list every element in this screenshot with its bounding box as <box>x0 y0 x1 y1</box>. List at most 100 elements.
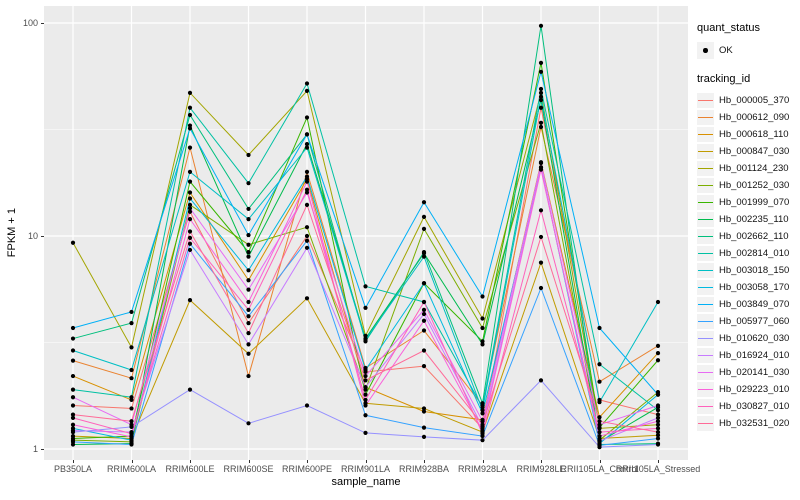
legend-entries: Hb_000005_370 Hb_000612_090 Hb_000618_110 H… <box>697 93 799 431</box>
line-swatch-icon <box>697 246 714 261</box>
data-point <box>421 200 427 205</box>
data-point <box>538 97 544 103</box>
x-tick-label: RRIM600PE <box>281 464 333 474</box>
data-point <box>187 387 193 392</box>
x-tick-label: RRIM600SE <box>223 464 274 474</box>
legend-item-Hb_032531_020: Hb_032531_020 <box>697 416 799 431</box>
data-point <box>421 250 427 255</box>
data-point <box>70 358 76 363</box>
data-point <box>304 202 310 207</box>
data-point <box>70 436 76 441</box>
legend-item-label: Hb_029223_010 <box>719 384 790 395</box>
data-point <box>480 419 485 424</box>
legend-item-label: Hb_002814_010 <box>719 248 790 259</box>
data-point <box>480 408 485 413</box>
data-point <box>655 419 661 424</box>
data-point <box>655 433 661 438</box>
data-point <box>246 321 251 326</box>
legend-item-label: Hb_003058_170 <box>719 282 790 293</box>
data-point <box>129 345 134 350</box>
data-point <box>597 430 602 435</box>
data-point <box>129 309 134 315</box>
legend-item-label: Hb_002662_110 <box>719 231 789 242</box>
data-point <box>246 206 251 212</box>
x-tick-label: RRII105LA_Stressed <box>615 464 701 474</box>
legend-item-Hb_016924_010: Hb_016924_010 <box>697 348 799 363</box>
legend-item-Hb_002662_110: Hb_002662_110 <box>697 229 799 244</box>
x-tick-label: PB350LA <box>53 464 93 474</box>
data-point <box>363 392 368 397</box>
line-swatch-icon <box>697 144 714 159</box>
data-point <box>538 208 544 213</box>
data-point <box>597 379 602 384</box>
data-point <box>246 181 251 186</box>
legend: quant_status OK tracking_id Hb_000005_37… <box>697 22 799 433</box>
data-point <box>70 240 76 245</box>
x-tick-label: RRIM901LA <box>340 464 391 474</box>
line-swatch-icon <box>697 348 714 363</box>
data-point <box>246 278 251 283</box>
x-tick-mark <box>248 460 250 463</box>
data-point <box>187 169 193 174</box>
data-point <box>246 287 251 292</box>
data-point <box>304 132 310 137</box>
data-point <box>129 438 134 443</box>
legend-item-label: Hb_032531_020 <box>719 418 790 429</box>
data-point <box>70 412 76 417</box>
data-point <box>597 362 602 367</box>
y-tick-mark <box>41 449 44 450</box>
data-point <box>70 439 76 444</box>
data-point <box>129 434 134 439</box>
x-tick-mark <box>599 460 601 463</box>
data-point <box>187 90 193 95</box>
data-point <box>187 298 193 303</box>
legend-item-label: Hb_010620_030 <box>719 333 790 344</box>
data-point <box>70 325 76 331</box>
legend-title-tracking-id: tracking_id <box>697 73 751 85</box>
data-point <box>304 81 310 86</box>
data-point <box>597 433 602 439</box>
legend-item-Hb_030827_010: Hb_030827_010 <box>697 399 799 414</box>
legend-item-label: Hb_000618_110 <box>719 129 789 140</box>
data-point <box>70 395 76 400</box>
data-point <box>187 126 193 131</box>
data-point <box>246 314 251 319</box>
data-point <box>363 430 368 436</box>
data-point <box>597 415 602 420</box>
line-swatch-icon <box>697 93 714 108</box>
data-point <box>129 406 134 411</box>
data-point <box>246 342 251 347</box>
data-point <box>187 179 193 184</box>
data-point <box>480 401 485 406</box>
data-point <box>246 299 251 305</box>
data-point <box>538 378 544 383</box>
data-point <box>129 367 134 373</box>
data-point <box>187 206 193 211</box>
data-point <box>129 431 134 436</box>
data-point <box>363 378 368 383</box>
data-point <box>421 434 427 439</box>
line-swatch-icon <box>697 365 714 380</box>
legend-item-Hb_001999_070: Hb_001999_070 <box>697 195 799 210</box>
data-point <box>363 337 368 343</box>
x-tick-mark <box>658 460 659 463</box>
data-point <box>187 229 193 234</box>
data-point <box>480 325 485 331</box>
legend-item-label: Hb_005977_060 <box>719 316 790 327</box>
data-point <box>655 403 661 408</box>
data-point <box>70 403 76 408</box>
data-point <box>246 254 251 259</box>
y-tick-mark <box>41 23 44 24</box>
data-point <box>187 202 193 207</box>
data-point <box>538 60 544 65</box>
legend-item-label: Hb_003849_070 <box>719 299 790 310</box>
data-point <box>597 419 602 424</box>
line-swatch-icon <box>697 416 714 431</box>
data-point <box>538 69 544 74</box>
legend-item-label: Hb_001124_230 <box>719 163 789 174</box>
data-point <box>421 406 427 411</box>
data-point <box>246 351 251 356</box>
data-point <box>480 294 485 299</box>
data-point <box>655 343 661 348</box>
